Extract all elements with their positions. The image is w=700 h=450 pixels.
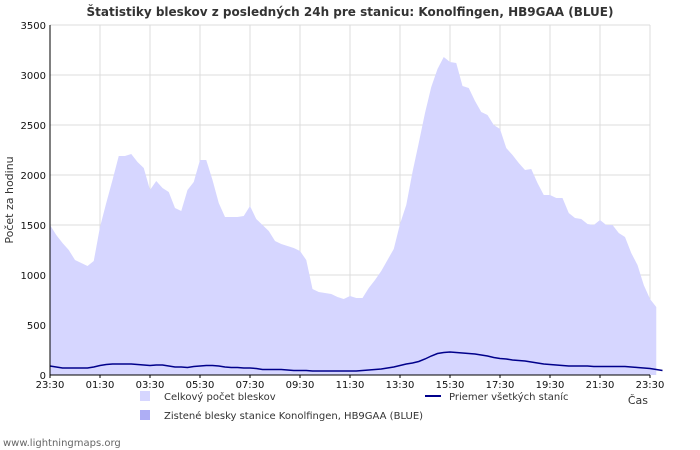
y-axis-label: Počet za hodinu <box>3 156 16 243</box>
y-tick-label: 2500 <box>21 121 46 132</box>
y-tick-label: 3000 <box>21 71 46 82</box>
x-tick-label: 23:30 <box>36 380 65 391</box>
x-tick-label: 21:30 <box>586 380 615 391</box>
x-tick-label: 09:30 <box>286 380 315 391</box>
x-axis-label: Čas <box>628 394 648 407</box>
y-tick-label: 3500 <box>21 21 46 32</box>
y-tick-labels: 0 500 1000 1500 2000 2500 3000 3500 <box>21 21 46 382</box>
legend-label: Priemer všetkých staníc <box>449 391 569 403</box>
y-tick-label: 1000 <box>21 271 46 282</box>
series-area-0 <box>50 57 657 375</box>
x-tick-labels: 23:30 01:30 03:30 05:30 07:30 09:30 11:30 13:30… <box>36 375 665 391</box>
x-tick-label: 15:30 <box>436 380 465 391</box>
x-tick-label: 01:30 <box>86 380 115 391</box>
series-line-2 <box>49 351 663 372</box>
chart-title: Štatistiky bleskov z posledných 24h pre … <box>87 4 614 19</box>
x-tick-label: 11:30 <box>336 380 365 391</box>
x-tick-label: 03:30 <box>136 380 165 391</box>
x-tick-label: 07:30 <box>236 380 265 391</box>
legend-swatch <box>140 391 150 401</box>
x-tick-label: 23:30 <box>636 380 665 391</box>
y-tick-label: 2000 <box>21 171 46 182</box>
legend-swatch <box>140 410 150 420</box>
y-tick-label: 1500 <box>21 221 46 232</box>
y-tick-label: 500 <box>27 321 46 332</box>
y-tick-label: 0 <box>40 371 46 382</box>
series-layer <box>49 57 663 375</box>
x-tick-label: 05:30 <box>186 380 215 391</box>
legend-label: Zistené blesky stanice Konolfingen, HB9G… <box>164 410 423 422</box>
footer-site-link[interactable]: www.lightningmaps.org <box>3 438 121 449</box>
x-tick-label: 13:30 <box>386 380 415 391</box>
legend-label: Celkový počet bleskov <box>164 391 276 403</box>
legend: Celkový počet bleskov Zistené blesky stan… <box>140 391 569 422</box>
x-tick-label: 19:30 <box>536 380 565 391</box>
x-tick-label: 17:30 <box>486 380 515 391</box>
